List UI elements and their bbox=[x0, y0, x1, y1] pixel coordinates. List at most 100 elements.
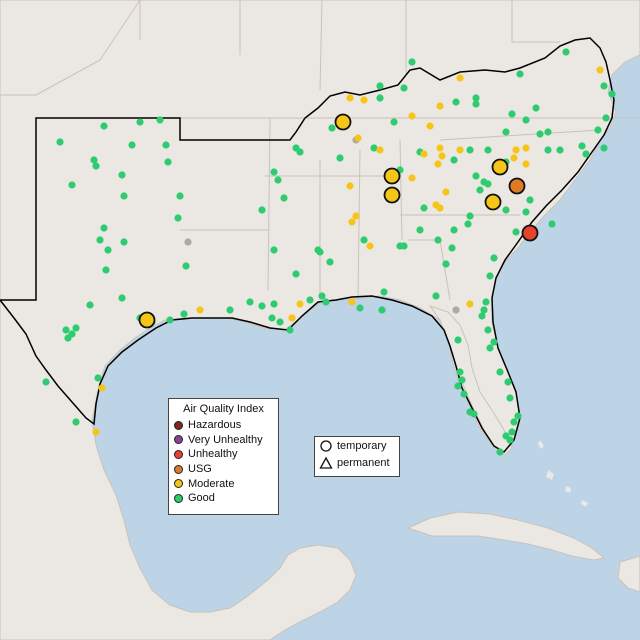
permanent-monitor-marker[interactable] bbox=[466, 146, 474, 154]
permanent-monitor-marker[interactable] bbox=[502, 128, 510, 136]
permanent-monitor-marker[interactable] bbox=[326, 258, 334, 266]
permanent-monitor-marker[interactable] bbox=[352, 212, 360, 220]
permanent-monitor-marker[interactable] bbox=[434, 236, 442, 244]
permanent-monitor-marker[interactable] bbox=[348, 298, 356, 306]
permanent-monitor-marker[interactable] bbox=[56, 138, 64, 146]
permanent-monitor-marker[interactable] bbox=[118, 171, 126, 179]
permanent-monitor-marker[interactable] bbox=[600, 82, 608, 90]
monitor-points[interactable] bbox=[42, 48, 616, 456]
permanent-monitor-marker[interactable] bbox=[512, 228, 520, 236]
permanent-monitor-marker[interactable] bbox=[100, 224, 108, 232]
permanent-monitor-marker[interactable] bbox=[400, 242, 408, 250]
permanent-monitor-marker[interactable] bbox=[348, 218, 356, 226]
permanent-monitor-marker[interactable] bbox=[354, 134, 362, 142]
temporary-monitor-marker[interactable] bbox=[383, 167, 401, 185]
permanent-monitor-marker[interactable] bbox=[416, 226, 424, 234]
permanent-monitor-marker[interactable] bbox=[436, 102, 444, 110]
permanent-monitor-marker[interactable] bbox=[536, 130, 544, 138]
permanent-monitor-marker[interactable] bbox=[356, 304, 364, 312]
permanent-monitor-marker[interactable] bbox=[176, 192, 184, 200]
permanent-monitor-marker[interactable] bbox=[92, 162, 100, 170]
permanent-monitor-marker[interactable] bbox=[450, 156, 458, 164]
permanent-monitor-marker[interactable] bbox=[452, 306, 460, 314]
permanent-monitor-marker[interactable] bbox=[458, 376, 466, 384]
permanent-monitor-marker[interactable] bbox=[490, 338, 498, 346]
permanent-monitor-marker[interactable] bbox=[90, 156, 98, 164]
permanent-monitor-marker[interactable] bbox=[472, 94, 480, 102]
permanent-monitor-marker[interactable] bbox=[120, 238, 128, 246]
permanent-monitor-marker[interactable] bbox=[226, 306, 234, 314]
permanent-monitor-marker[interactable] bbox=[510, 154, 518, 162]
permanent-monitor-marker[interactable] bbox=[522, 160, 530, 168]
permanent-monitor-marker[interactable] bbox=[408, 58, 416, 66]
permanent-monitor-marker[interactable] bbox=[506, 436, 514, 444]
permanent-monitor-marker[interactable] bbox=[466, 300, 474, 308]
permanent-monitor-marker[interactable] bbox=[522, 208, 530, 216]
permanent-monitor-marker[interactable] bbox=[316, 248, 324, 256]
temporary-monitor-marker[interactable] bbox=[521, 224, 539, 242]
permanent-monitor-marker[interactable] bbox=[390, 118, 398, 126]
permanent-monitor-marker[interactable] bbox=[434, 160, 442, 168]
permanent-monitor-marker[interactable] bbox=[322, 298, 330, 306]
permanent-monitor-marker[interactable] bbox=[380, 288, 388, 296]
permanent-monitor-marker[interactable] bbox=[156, 116, 164, 124]
permanent-monitor-marker[interactable] bbox=[118, 294, 126, 302]
permanent-monitor-marker[interactable] bbox=[408, 112, 416, 120]
permanent-monitor-marker[interactable] bbox=[480, 306, 488, 314]
permanent-monitor-marker[interactable] bbox=[460, 390, 468, 398]
permanent-monitor-marker[interactable] bbox=[336, 154, 344, 162]
permanent-monitor-marker[interactable] bbox=[506, 394, 514, 402]
permanent-monitor-marker[interactable] bbox=[400, 84, 408, 92]
permanent-monitor-marker[interactable] bbox=[270, 246, 278, 254]
permanent-monitor-marker[interactable] bbox=[258, 206, 266, 214]
permanent-monitor-marker[interactable] bbox=[102, 266, 110, 274]
permanent-monitor-marker[interactable] bbox=[472, 172, 480, 180]
permanent-monitor-marker[interactable] bbox=[578, 142, 586, 150]
permanent-monitor-marker[interactable] bbox=[448, 244, 456, 252]
permanent-monitor-marker[interactable] bbox=[270, 168, 278, 176]
permanent-monitor-marker[interactable] bbox=[96, 236, 104, 244]
permanent-monitor-marker[interactable] bbox=[184, 238, 192, 246]
permanent-monitor-marker[interactable] bbox=[274, 176, 282, 184]
permanent-monitor-marker[interactable] bbox=[490, 254, 498, 262]
permanent-monitor-marker[interactable] bbox=[442, 188, 450, 196]
permanent-monitor-marker[interactable] bbox=[246, 298, 254, 306]
permanent-monitor-marker[interactable] bbox=[512, 146, 520, 154]
permanent-monitor-marker[interactable] bbox=[484, 146, 492, 154]
permanent-monitor-marker[interactable] bbox=[450, 226, 458, 234]
permanent-monitor-marker[interactable] bbox=[526, 196, 534, 204]
permanent-monitor-marker[interactable] bbox=[292, 270, 300, 278]
permanent-monitor-marker[interactable] bbox=[452, 98, 460, 106]
permanent-monitor-marker[interactable] bbox=[376, 146, 384, 154]
permanent-monitor-marker[interactable] bbox=[596, 66, 604, 74]
permanent-monitor-marker[interactable] bbox=[328, 124, 336, 132]
permanent-monitor-marker[interactable] bbox=[502, 206, 510, 214]
permanent-monitor-marker[interactable] bbox=[486, 272, 494, 280]
permanent-monitor-marker[interactable] bbox=[438, 152, 446, 160]
permanent-monitor-marker[interactable] bbox=[472, 100, 480, 108]
permanent-monitor-marker[interactable] bbox=[476, 186, 484, 194]
permanent-monitor-marker[interactable] bbox=[496, 368, 504, 376]
permanent-monitor-marker[interactable] bbox=[280, 194, 288, 202]
permanent-monitor-marker[interactable] bbox=[508, 110, 516, 118]
temporary-monitor-marker[interactable] bbox=[491, 158, 509, 176]
permanent-monitor-marker[interactable] bbox=[306, 296, 314, 304]
permanent-monitor-marker[interactable] bbox=[92, 428, 100, 436]
permanent-monitor-marker[interactable] bbox=[516, 70, 524, 78]
permanent-monitor-marker[interactable] bbox=[64, 334, 72, 342]
permanent-monitor-marker[interactable] bbox=[504, 378, 512, 386]
permanent-monitor-marker[interactable] bbox=[454, 336, 462, 344]
permanent-monitor-marker[interactable] bbox=[296, 148, 304, 156]
permanent-monitor-marker[interactable] bbox=[94, 374, 102, 382]
permanent-monitor-marker[interactable] bbox=[484, 180, 492, 188]
permanent-monitor-marker[interactable] bbox=[456, 146, 464, 154]
permanent-monitor-marker[interactable] bbox=[464, 220, 472, 228]
permanent-monitor-marker[interactable] bbox=[196, 306, 204, 314]
permanent-monitor-marker[interactable] bbox=[600, 144, 608, 152]
permanent-monitor-marker[interactable] bbox=[376, 82, 384, 90]
permanent-monitor-marker[interactable] bbox=[182, 262, 190, 270]
permanent-monitor-marker[interactable] bbox=[556, 146, 564, 154]
permanent-monitor-marker[interactable] bbox=[544, 146, 552, 154]
permanent-monitor-marker[interactable] bbox=[268, 314, 276, 322]
permanent-monitor-marker[interactable] bbox=[68, 181, 76, 189]
